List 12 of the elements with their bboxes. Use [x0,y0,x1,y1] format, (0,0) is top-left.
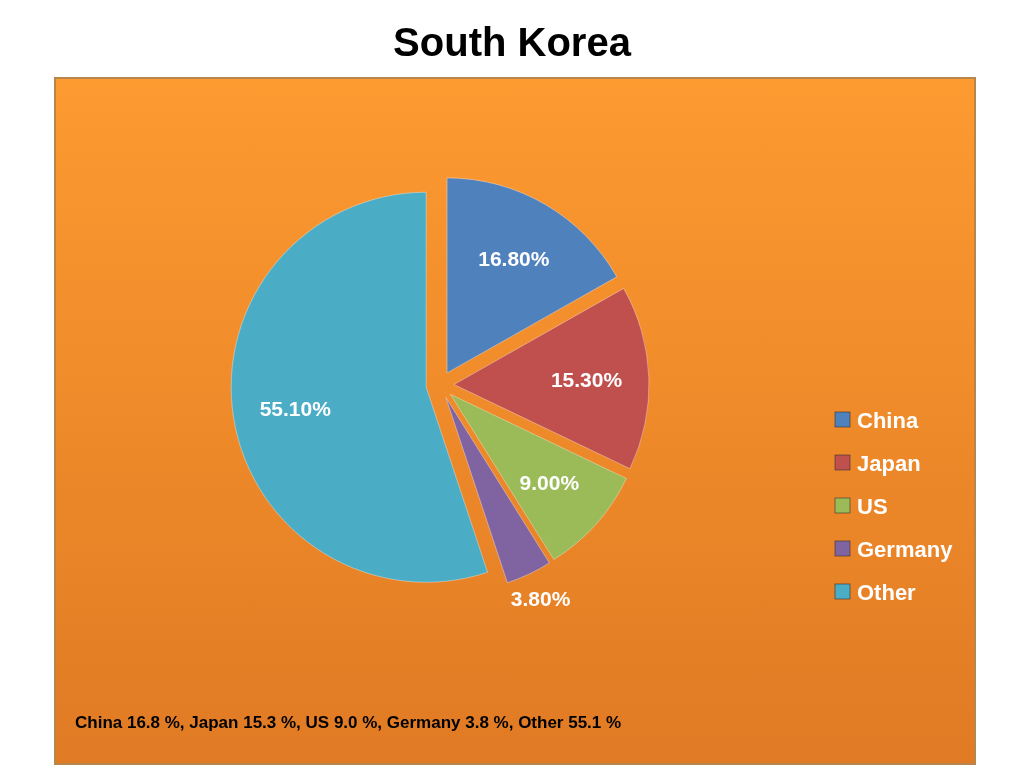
legend-label: US [857,493,888,519]
data-label: 3.80% [510,587,571,611]
legend-label: Japan [857,450,921,476]
legend-label: Other [857,579,917,605]
data-label: 15.30% [550,368,623,392]
text: China 16.8 %, Japan 15.3 %, US 9.0 %, Germany 3.8 %, Other 55.1 % [75,712,622,732]
chart-title: South Korea [393,20,632,64]
legend-label: Germany [857,536,954,562]
data-label: 16.80% [478,246,550,270]
data-label: 55.10% [259,396,332,420]
legend-label: China [857,407,919,433]
data-label: 9.00% [519,471,580,495]
